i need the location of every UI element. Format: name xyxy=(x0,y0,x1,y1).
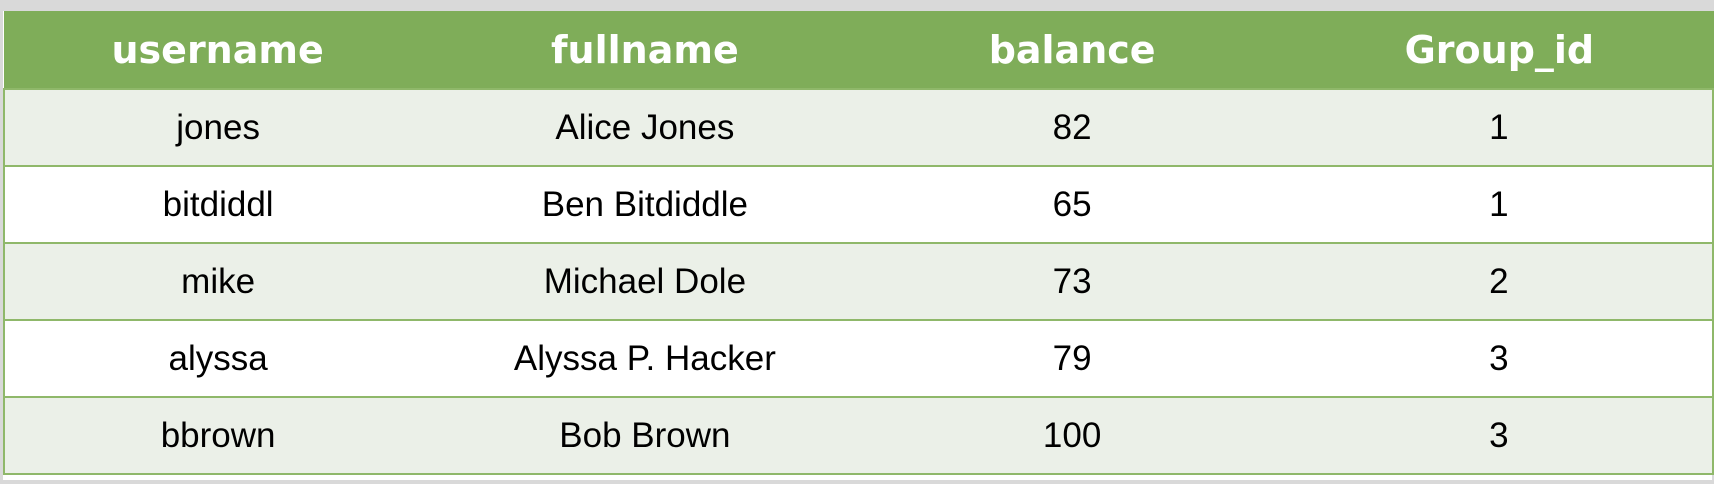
table-header: username fullname balance Group_id xyxy=(3,11,1714,89)
cell-fullname[interactable]: Ben Bitdiddle xyxy=(431,165,859,244)
column-header-group-id[interactable]: Group_id xyxy=(1285,11,1714,89)
cell-balance[interactable]: 82 xyxy=(858,88,1286,167)
cell-fullname[interactable]: Bob Brown xyxy=(431,396,859,475)
cell-fullname[interactable]: Michael Dole xyxy=(431,242,859,321)
column-header-balance[interactable]: balance xyxy=(857,11,1287,89)
cell-fullname[interactable]: Alice Jones xyxy=(431,88,859,167)
column-header-username[interactable]: username xyxy=(3,11,432,89)
cell-balance[interactable]: 65 xyxy=(858,165,1286,244)
table-row: jones Alice Jones 82 1 xyxy=(2,88,1714,167)
cell-username[interactable]: jones xyxy=(2,88,432,167)
cell-username[interactable]: mike xyxy=(2,242,432,321)
cell-balance[interactable]: 73 xyxy=(858,242,1286,321)
table-row: bitdiddl Ben Bitdiddle 65 1 xyxy=(2,165,1714,244)
cell-username[interactable]: bitdiddl xyxy=(2,165,432,244)
cell-group-id[interactable]: 1 xyxy=(1285,88,1714,167)
cell-fullname[interactable]: Alyssa P. Hacker xyxy=(431,319,859,398)
cell-username[interactable]: bbrown xyxy=(2,396,432,475)
spreadsheet-area: username fullname balance Group_id jones… xyxy=(2,11,1714,480)
column-header-fullname[interactable]: fullname xyxy=(430,11,860,89)
cell-group-id[interactable]: 3 xyxy=(1285,396,1714,475)
cell-group-id[interactable]: 2 xyxy=(1285,242,1714,321)
cell-group-id[interactable]: 1 xyxy=(1285,165,1714,244)
table-body: jones Alice Jones 82 1 bitdiddl Ben Bitd… xyxy=(2,88,1714,475)
table-row: bbrown Bob Brown 100 3 xyxy=(2,396,1714,475)
cell-balance[interactable]: 79 xyxy=(858,319,1286,398)
data-table: username fullname balance Group_id jones… xyxy=(2,11,1714,475)
header-row: username fullname balance Group_id xyxy=(3,11,1714,89)
cell-group-id[interactable]: 3 xyxy=(1285,319,1714,398)
table-row: mike Michael Dole 73 2 xyxy=(2,242,1714,321)
table-row: alyssa Alyssa P. Hacker 79 3 xyxy=(2,319,1714,398)
cell-balance[interactable]: 100 xyxy=(858,396,1286,475)
cell-username[interactable]: alyssa xyxy=(2,319,432,398)
